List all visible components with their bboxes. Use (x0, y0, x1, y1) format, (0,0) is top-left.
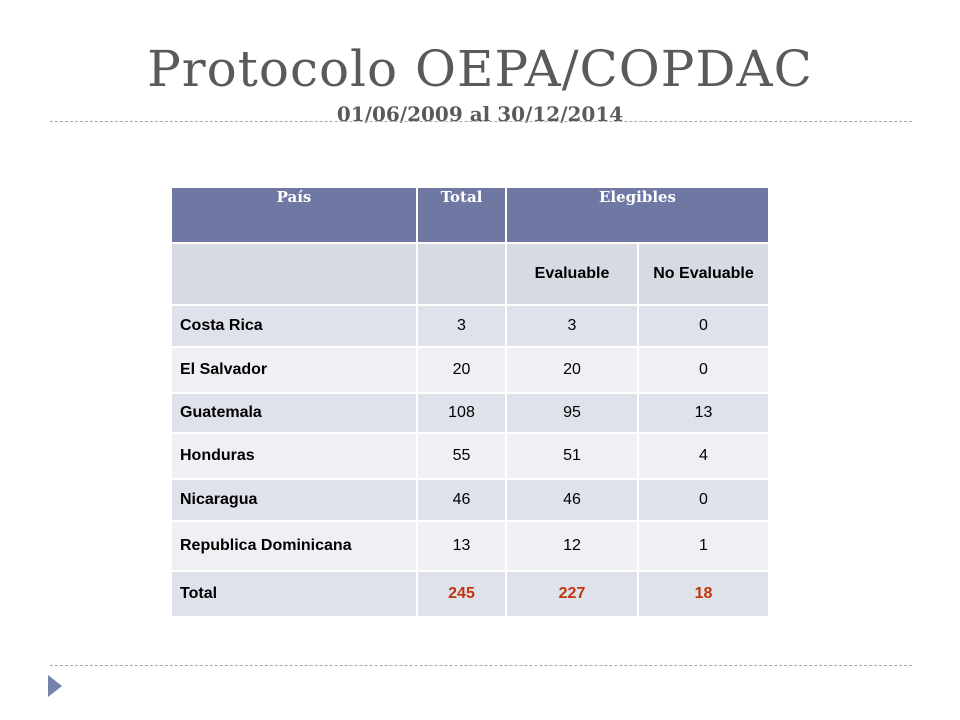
subheader-no-evaluable: No Evaluable (637, 242, 770, 306)
total-row: Total 245 227 18 (170, 570, 770, 618)
table-row: Republica Dominicana 13 12 1 (170, 520, 770, 572)
cell-total: 13 (416, 520, 507, 572)
cell-total: 245 (416, 570, 507, 618)
cell-total: 46 (416, 478, 507, 522)
cell-total: 108 (416, 392, 507, 434)
table-row: El Salvador 20 20 0 (170, 346, 770, 394)
cell-evaluable: 20 (505, 346, 639, 394)
cell-pais: Guatemala (170, 392, 418, 434)
cell-no-evaluable: 1 (637, 520, 770, 572)
header-pais: País (170, 186, 418, 244)
cell-total: 20 (416, 346, 507, 394)
cell-evaluable: 12 (505, 520, 639, 572)
top-divider (50, 121, 912, 122)
slide-subtitle: 01/06/2009 al 30/12/2014 (336, 102, 624, 126)
table-row: Honduras 55 51 4 (170, 432, 770, 480)
cell-pais: Total (170, 570, 418, 618)
bottom-divider (50, 665, 912, 666)
cell-pais: Nicaragua (170, 478, 418, 522)
cell-pais: El Salvador (170, 346, 418, 394)
cell-pais: Costa Rica (170, 304, 418, 348)
cell-no-evaluable: 0 (637, 478, 770, 522)
header-elegibles: Elegibles (505, 186, 770, 244)
cell-no-evaluable: 13 (637, 392, 770, 434)
subheader-empty (416, 242, 507, 306)
table-row: Nicaragua 46 46 0 (170, 478, 770, 522)
subheader-row: Evaluable No Evaluable (170, 242, 770, 306)
cell-evaluable: 3 (505, 304, 639, 348)
cell-evaluable: 51 (505, 432, 639, 480)
cell-evaluable: 95 (505, 392, 639, 434)
cell-no-evaluable: 0 (637, 304, 770, 348)
cell-pais: Republica Dominicana (170, 520, 418, 572)
subheader-empty (170, 242, 418, 306)
subheader-evaluable: Evaluable (505, 242, 639, 306)
data-table: País Total Elegibles Evaluable No Evalua… (170, 186, 770, 618)
slide-title: Protocolo OEPA/COPDAC (147, 40, 813, 98)
cell-no-evaluable: 0 (637, 346, 770, 394)
cell-no-evaluable: 4 (637, 432, 770, 480)
table-row: Costa Rica 3 3 0 (170, 304, 770, 348)
cell-total: 3 (416, 304, 507, 348)
cell-evaluable: 46 (505, 478, 639, 522)
cell-evaluable: 227 (505, 570, 639, 618)
table-row: Guatemala 108 95 13 (170, 392, 770, 434)
cell-pais: Honduras (170, 432, 418, 480)
header-row: País Total Elegibles (170, 186, 770, 244)
cell-total: 55 (416, 432, 507, 480)
cell-no-evaluable: 18 (637, 570, 770, 618)
header-total: Total (416, 186, 507, 244)
triangle-arrow-icon (48, 675, 62, 697)
